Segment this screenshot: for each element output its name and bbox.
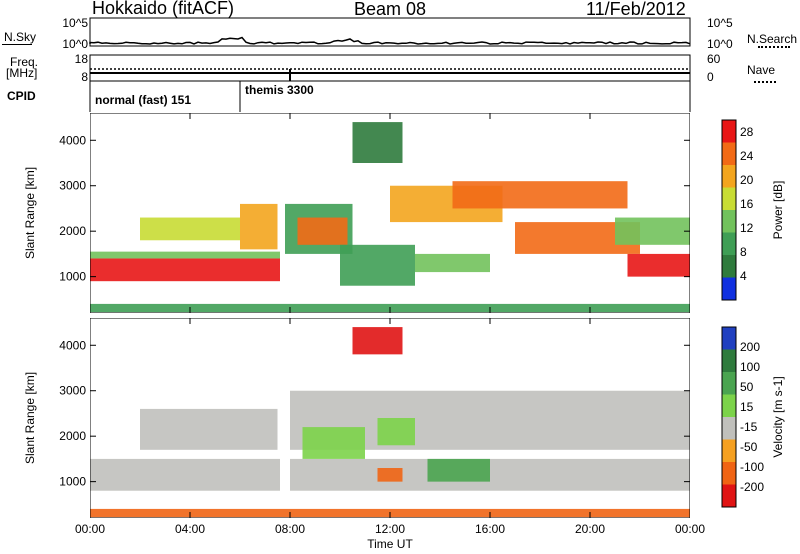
- left-axis-labels: 1000 2000 3000 4000 Slant Range [km] 1000 2000…: [0, 100, 90, 530]
- colorbar-tick-label: 100: [740, 360, 760, 374]
- data-region: [453, 181, 628, 208]
- data-region: [353, 122, 403, 163]
- y-tick-label: 1000: [59, 475, 86, 489]
- colorbar-swatch: [722, 210, 736, 233]
- y-tick-label: 1000: [59, 270, 86, 284]
- x-tick-label: 12:00: [370, 522, 410, 536]
- strip-graphics: [0, 0, 800, 115]
- velocity-panel: [90, 318, 690, 518]
- data-region: [340, 245, 415, 286]
- data-region: [140, 409, 278, 450]
- colorbar-swatch: [722, 462, 736, 485]
- data-region: [428, 459, 491, 482]
- colorbar-tick-label: 16: [740, 197, 754, 211]
- colorbar-tick-label: -200: [740, 480, 764, 494]
- colorbar-tick-label: 28: [740, 125, 754, 139]
- colorbar-tick-label: -15: [740, 420, 758, 434]
- colorbar-swatch: [722, 350, 736, 373]
- colorbar-tick-label: 50: [740, 380, 754, 394]
- velocity-colorbar: 200 100 50 15 -15 -50 -100 -200 Velocity [m s-1]: [718, 325, 798, 525]
- data-region: [415, 254, 490, 272]
- colorbar-swatch: [722, 165, 736, 188]
- data-region: [303, 427, 366, 459]
- colorbar-tick-label: 8: [740, 245, 747, 259]
- x-tick-label: 00:00: [670, 522, 710, 536]
- colorbar-swatch: [722, 327, 736, 350]
- data-region: [90, 258, 280, 281]
- colorbar-swatch: [722, 440, 736, 463]
- y-tick-label: 3000: [59, 179, 86, 193]
- colorbar-title: Power [dB]: [771, 181, 785, 240]
- colorbar-swatch: [722, 395, 736, 418]
- y-tick-label: 2000: [59, 429, 86, 443]
- colorbar-swatch: [722, 278, 736, 301]
- x-tick-label: 00:00: [70, 522, 110, 536]
- x-tick-label: 04:00: [170, 522, 210, 536]
- colorbar-swatch: [722, 233, 736, 256]
- y-axis-title: Slant Range [km]: [23, 167, 37, 259]
- colorbar-swatch: [722, 188, 736, 211]
- colorbar-title: Velocity [m s-1]: [771, 376, 785, 457]
- x-tick-labels: 00:00 04:00 08:00 12:00 16:00 20:00 00:00: [0, 522, 800, 538]
- colorbar-tick-label: 15: [740, 400, 754, 414]
- colorbar-swatch: [722, 485, 736, 508]
- y-tick-label: 3000: [59, 384, 86, 398]
- y-tick-label: 2000: [59, 224, 86, 238]
- x-tick-label: 20:00: [570, 522, 610, 536]
- colorbar-swatch: [722, 120, 736, 143]
- data-region: [90, 459, 280, 491]
- colorbar-tick-label: 4: [740, 269, 747, 283]
- data-region: [140, 218, 240, 241]
- y-axis-title: Slant Range [km]: [23, 372, 37, 464]
- colorbar-swatch: [722, 417, 736, 440]
- colorbar-swatch: [722, 372, 736, 395]
- data-region: [628, 254, 691, 277]
- power-colorbar: 4 8 12 16 20 24 28 Power [dB]: [718, 118, 798, 318]
- x-tick-label: 16:00: [470, 522, 510, 536]
- colorbar-tick-label: 200: [740, 340, 760, 354]
- data-region: [240, 204, 278, 249]
- x-axis-title: Time UT: [340, 537, 440, 551]
- colorbar-tick-label: 20: [740, 173, 754, 187]
- x-tick-label: 08:00: [270, 522, 310, 536]
- data-region: [378, 468, 403, 482]
- colorbar-tick-label: 12: [740, 221, 754, 235]
- data-region: [90, 252, 280, 259]
- data-region: [615, 218, 690, 245]
- colorbar-swatch: [722, 255, 736, 278]
- nsky-line: [90, 38, 690, 45]
- y-tick-label: 4000: [59, 338, 86, 352]
- data-region: [378, 418, 416, 445]
- data-region: [353, 327, 403, 354]
- y-tick-label: 4000: [59, 133, 86, 147]
- colorbar-swatch: [722, 143, 736, 166]
- colorbar-tick-label: -50: [740, 440, 758, 454]
- data-region: [298, 218, 348, 245]
- colorbar-tick-label: -100: [740, 460, 764, 474]
- colorbar-tick-label: 24: [740, 149, 754, 163]
- power-panel: [90, 113, 690, 313]
